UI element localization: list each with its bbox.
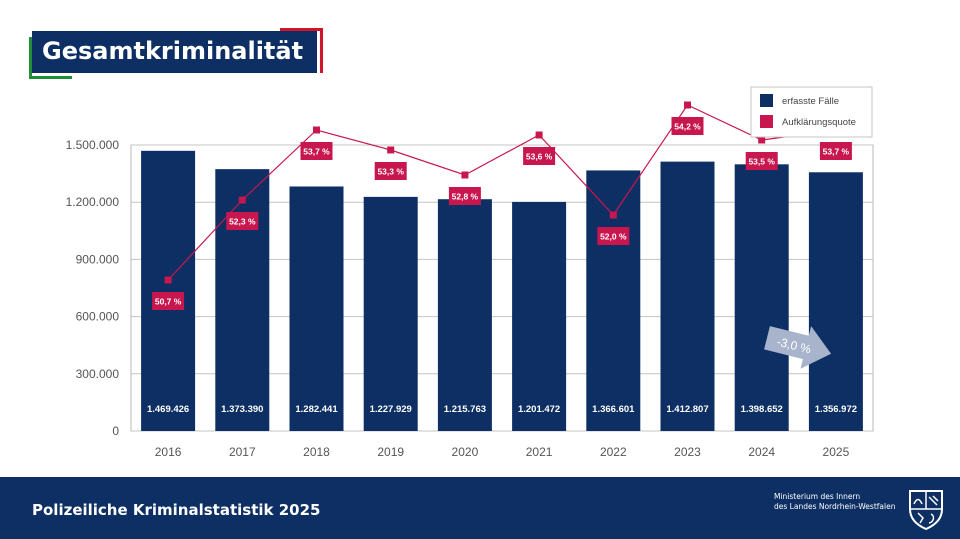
bar-value-label: 1.412.807 [666, 404, 708, 415]
x-tick-label: 2025 [823, 445, 850, 459]
quote-value-label: 53,3 % [377, 167, 404, 177]
ministry-line-2: des Landes Nordrhein-Westfalen [774, 502, 896, 511]
y-tick-label: 300.000 [76, 367, 120, 381]
footer: Polizeiliche Kriminalstatistik 2025 Mini… [0, 477, 960, 539]
quote-value-label: 53,6 % [526, 152, 553, 162]
quote-value-label: 52,3 % [229, 217, 256, 227]
x-tick-label: 2016 [155, 445, 182, 459]
quote-marker [684, 101, 691, 109]
title-box: Gesamtkriminalität [29, 28, 323, 79]
bar-2024 [734, 164, 789, 432]
legend-label: erfasste Fälle [782, 96, 839, 107]
x-tick-label: 2020 [452, 445, 479, 459]
bar-value-label: 1.201.472 [518, 404, 560, 415]
quote-line [167, 104, 836, 281]
quote-label-box [523, 147, 556, 165]
x-tick-label: 2021 [526, 445, 553, 459]
legend-swatch [760, 94, 773, 107]
quote-value-label: 52,0 % [600, 232, 627, 242]
quote-value-label: 52,8 % [452, 192, 479, 202]
x-tick-label: 2017 [229, 445, 256, 459]
page-title: Gesamtkriminalität [32, 31, 318, 73]
y-tick-label: 600.000 [76, 310, 120, 324]
bar-value-label: 1.398.652 [741, 404, 783, 415]
quote-label-box [597, 227, 630, 245]
quote-label-box [448, 187, 481, 205]
quote-value-label: 53,7 % [823, 147, 850, 157]
x-tick-label: 2022 [600, 445, 627, 459]
bar-value-label: 1.215.763 [444, 404, 486, 415]
chart: 0 300.000 600.000 900.000 1.200.000 1.500.000… [66, 86, 874, 459]
quote-label-box [152, 292, 185, 310]
nrw-crest-icon [909, 490, 943, 530]
title-accent-red [280, 28, 323, 73]
quote-marker [238, 196, 246, 204]
x-tick-label: 2024 [748, 445, 775, 459]
quote-label-box [745, 152, 778, 170]
bar-2019 [363, 196, 418, 431]
quote-label-box [671, 117, 704, 135]
quote-label-box [300, 142, 333, 160]
x-tick-label: 2019 [377, 445, 404, 459]
quote-marker [164, 276, 172, 284]
quote-value-label: 54,2 % [674, 122, 701, 132]
bar-value-label: 1.356.972 [815, 404, 857, 415]
bar-2018 [289, 186, 344, 431]
bar-2021 [512, 201, 567, 431]
bar-2020 [437, 199, 492, 431]
x-tick-label: 2018 [303, 445, 330, 459]
quote-marker [313, 126, 320, 134]
title-accent-green [29, 37, 72, 79]
x-tick-label: 2023 [674, 445, 701, 459]
quote-value-label: 53,5 % [748, 157, 775, 167]
bar-2025 [808, 172, 863, 431]
y-tick-label: 1.500.000 [66, 138, 120, 152]
bar-value-label: 1.366.601 [592, 404, 635, 415]
quote-marker [535, 131, 543, 139]
legend-label: Aufklärungsquote [782, 117, 856, 128]
y-tick-label: 900.000 [76, 252, 120, 266]
ministry-name: Ministerium des Innern des Landes Nordrh… [774, 492, 902, 512]
legend-swatch [760, 115, 773, 128]
quote-marker [758, 136, 766, 144]
quote-marker [609, 211, 617, 219]
quote-value-label: 53,7 % [303, 147, 330, 157]
ministry-line-1: Ministerium des Innern [774, 492, 861, 501]
bar-value-label: 1.282.441 [295, 404, 338, 415]
quote-value-label: 50,7 % [155, 297, 182, 307]
bar-value-label: 1.227.929 [370, 404, 412, 415]
bar-2017 [215, 169, 270, 431]
bar-2023 [660, 161, 715, 431]
y-tick-label: 1.200.000 [66, 195, 120, 209]
quote-label-box [374, 162, 407, 180]
quote-marker [461, 171, 469, 179]
footer-title: Polizeiliche Kriminalstatistik 2025 [32, 501, 321, 519]
quote-label-box [819, 142, 852, 160]
y-tick-label: 0 [112, 424, 119, 438]
bar-2016 [141, 150, 196, 431]
bar-value-label: 1.469.426 [147, 404, 189, 415]
trend-arrow: -3,0 % [764, 326, 832, 369]
bar-value-label: 1.373.390 [221, 404, 263, 415]
quote-marker [387, 146, 395, 154]
trend-arrow-shape [764, 326, 832, 369]
quote-label-box [226, 212, 259, 230]
bar-2022 [586, 170, 641, 431]
